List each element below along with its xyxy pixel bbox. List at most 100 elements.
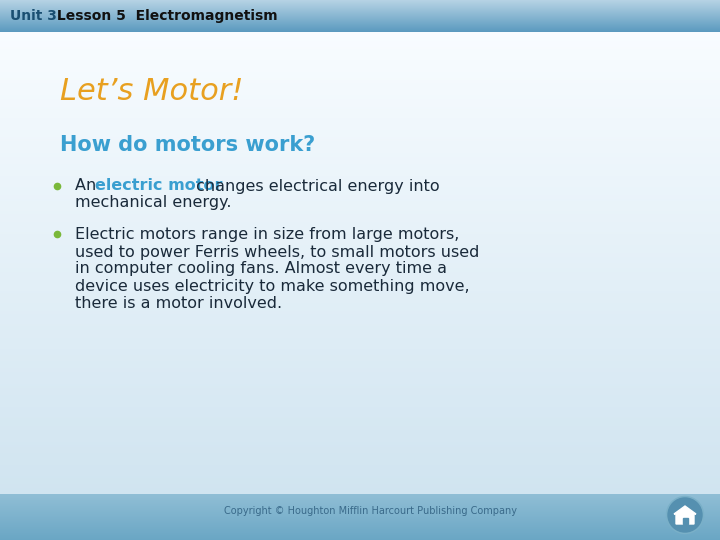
Bar	[0, 239, 720, 240]
Bar	[0, 241, 720, 242]
Bar	[0, 124, 720, 125]
Bar	[0, 330, 720, 331]
Bar	[0, 28, 720, 29]
Bar	[0, 116, 720, 117]
Bar	[0, 91, 720, 92]
Bar	[0, 499, 720, 500]
Bar	[0, 355, 720, 356]
Bar	[0, 506, 720, 507]
Bar	[0, 257, 720, 258]
Bar	[0, 488, 720, 489]
Bar	[0, 395, 720, 396]
Bar	[0, 45, 720, 46]
Bar	[0, 307, 720, 308]
Bar	[0, 516, 720, 517]
Bar	[0, 115, 720, 116]
Bar	[0, 135, 720, 136]
Bar	[0, 413, 720, 414]
Bar	[0, 48, 720, 49]
Bar	[0, 532, 720, 533]
Bar	[0, 155, 720, 156]
Bar	[0, 13, 720, 14]
Bar	[0, 416, 720, 417]
Bar	[0, 346, 720, 347]
Bar	[0, 17, 720, 18]
Bar	[0, 236, 720, 237]
Bar	[0, 254, 720, 255]
Bar	[0, 165, 720, 166]
Bar	[0, 209, 720, 210]
Bar	[0, 84, 720, 85]
Bar	[0, 471, 720, 472]
Text: electric motor: electric motor	[95, 179, 223, 193]
Bar	[0, 192, 720, 193]
Bar	[0, 351, 720, 352]
Bar	[0, 82, 720, 83]
Bar	[0, 314, 720, 315]
Bar	[0, 407, 720, 408]
Bar	[0, 384, 720, 385]
Bar	[0, 200, 720, 201]
Text: in computer cooling fans. Almost every time a: in computer cooling fans. Almost every t…	[75, 261, 447, 276]
Bar	[0, 38, 720, 39]
Bar	[0, 423, 720, 424]
Bar	[0, 161, 720, 162]
Bar	[0, 340, 720, 341]
Bar	[0, 238, 720, 239]
Bar	[0, 358, 720, 359]
Bar	[0, 331, 720, 332]
Bar	[0, 324, 720, 325]
Bar	[0, 301, 720, 302]
Bar	[0, 367, 720, 368]
Bar	[0, 190, 720, 191]
Bar	[0, 20, 720, 21]
Bar	[0, 305, 720, 306]
Bar	[0, 58, 720, 59]
Bar	[0, 370, 720, 371]
Bar	[0, 208, 720, 209]
Bar	[0, 240, 720, 241]
Bar	[0, 178, 720, 179]
Bar	[0, 444, 720, 445]
Bar	[0, 139, 720, 140]
Bar	[0, 23, 720, 24]
Bar	[0, 69, 720, 70]
Bar	[0, 225, 720, 226]
Bar	[0, 310, 720, 311]
Bar	[0, 382, 720, 383]
Bar	[0, 231, 720, 232]
Bar	[0, 76, 720, 77]
Bar	[0, 520, 720, 521]
Bar	[0, 51, 720, 52]
Bar	[0, 496, 720, 497]
Bar	[0, 267, 720, 268]
Bar	[0, 343, 720, 344]
Bar	[0, 35, 720, 36]
Bar	[0, 280, 720, 281]
Text: mechanical energy.: mechanical energy.	[75, 195, 232, 211]
Bar	[0, 437, 720, 438]
Bar	[0, 508, 720, 509]
Bar	[0, 435, 720, 436]
Bar	[0, 191, 720, 192]
Bar	[0, 44, 720, 45]
Bar	[0, 232, 720, 233]
Bar	[0, 372, 720, 373]
Bar	[0, 97, 720, 98]
Bar	[0, 176, 720, 177]
Bar	[0, 234, 720, 235]
Bar	[0, 14, 720, 15]
Bar	[0, 154, 720, 155]
Bar	[0, 478, 720, 479]
Bar	[0, 118, 720, 119]
Bar	[0, 228, 720, 229]
Bar	[0, 332, 720, 333]
Bar	[0, 189, 720, 190]
Bar	[0, 121, 720, 122]
Bar	[0, 304, 720, 305]
Bar	[0, 453, 720, 454]
Bar	[0, 221, 720, 222]
Bar	[0, 283, 720, 284]
Bar	[0, 72, 720, 73]
Bar	[0, 320, 720, 321]
